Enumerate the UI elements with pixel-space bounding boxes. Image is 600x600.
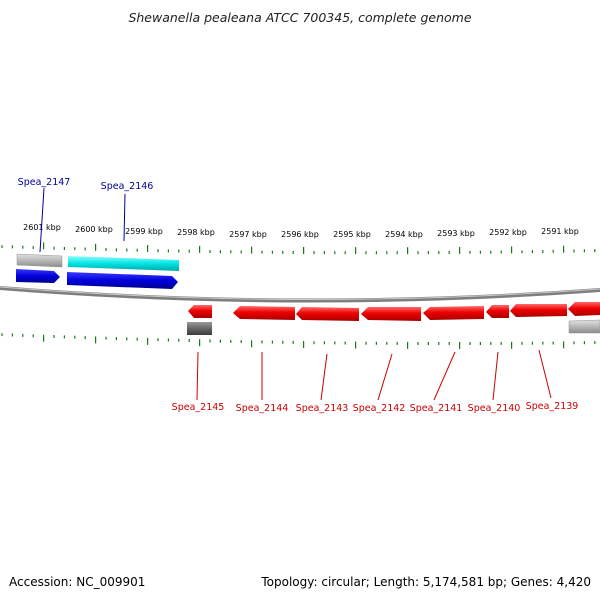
gene-label-spea-2147[interactable]: Spea_2147 xyxy=(18,177,71,188)
gene-label-spea-2141[interactable]: Spea_2141 xyxy=(410,403,463,414)
gene-label-spea-2142[interactable]: Spea_2142 xyxy=(353,403,406,414)
scale-label: 2598 kbp xyxy=(177,228,215,237)
scale-label: 2600 kbp xyxy=(75,225,113,234)
genome-title: Shewanella pealeana ATCC 700345, complet… xyxy=(128,10,471,25)
gene-arrow-spea-2146[interactable] xyxy=(67,272,178,289)
scale-label: 2594 kbp xyxy=(385,230,423,239)
gene-arrow-spea-2147[interactable] xyxy=(16,269,60,283)
scale-label: 2597 kbp xyxy=(229,230,267,239)
scale-label: 2591 kbp xyxy=(541,227,579,236)
scale-label: 2599 kbp xyxy=(125,227,163,236)
leader-line-spea-2145 xyxy=(196,351,199,401)
gene-arrow-spea-2142[interactable] xyxy=(361,307,421,321)
accession-text: Accession: NC_009901 xyxy=(9,575,145,589)
gene-label-spea-2139[interactable]: Spea_2139 xyxy=(526,401,579,412)
leader-line-spea-2139 xyxy=(538,349,552,399)
pseudogene-bar-light[interactable] xyxy=(16,253,63,268)
scale-label: 2596 kbp xyxy=(281,230,319,239)
scale-label: 2593 kbp xyxy=(437,229,475,238)
gene-labels: Spea_2147 Spea_2146 Spea_2145 Spea_2144 … xyxy=(18,177,579,414)
pseudogene-bar-dark[interactable] xyxy=(187,322,212,335)
gene-label-spea-2143[interactable]: Spea_2143 xyxy=(296,403,349,414)
leader-line-spea-2147 xyxy=(39,187,45,253)
cds-bar-spea-2146[interactable] xyxy=(68,256,179,271)
genome-backbone-highlight xyxy=(0,286,600,301)
gene-label-spea-2140[interactable]: Spea_2140 xyxy=(468,403,521,414)
gene-arrow-next[interactable] xyxy=(568,302,600,316)
scale-label: 2592 kbp xyxy=(489,228,527,237)
leader-line-spea-2146 xyxy=(123,193,126,242)
gene-label-spea-2144[interactable]: Spea_2144 xyxy=(236,403,289,414)
gene-arrow-spea-2139[interactable] xyxy=(510,304,567,317)
gene-label-spea-2145[interactable]: Spea_2145 xyxy=(172,402,225,413)
reverse-strand-features xyxy=(187,302,600,335)
forward-strand-features xyxy=(16,253,179,289)
leader-line-spea-2142 xyxy=(377,353,393,401)
genome-backbone xyxy=(0,286,600,303)
gene-arrow-spea-2141[interactable] xyxy=(423,306,484,320)
genome-stats-text: Topology: circular; Length: 5,174,581 bp… xyxy=(260,575,591,589)
gene-arrow-spea-2140[interactable] xyxy=(486,305,509,318)
leader-line-spea-2141 xyxy=(433,351,456,401)
gene-arrow-spea-2143[interactable] xyxy=(296,307,359,321)
leader-line-spea-2143 xyxy=(320,353,328,401)
gene-leader-lines xyxy=(39,187,552,401)
gene-arrow-spea-2144[interactable] xyxy=(233,306,295,320)
scale-ticks-bottom xyxy=(1,333,596,349)
pseudogene-bar-light-right[interactable] xyxy=(568,319,600,334)
leader-line-spea-2140 xyxy=(492,351,499,401)
scale-ticks-top xyxy=(1,242,596,255)
gene-arrow-spea-2145[interactable] xyxy=(188,305,212,318)
scale-label: 2595 kbp xyxy=(333,230,371,239)
gene-label-spea-2146[interactable]: Spea_2146 xyxy=(101,181,154,192)
scale-labels: 2601 kbp 2600 kbp 2599 kbp 2598 kbp 2597… xyxy=(23,223,579,239)
